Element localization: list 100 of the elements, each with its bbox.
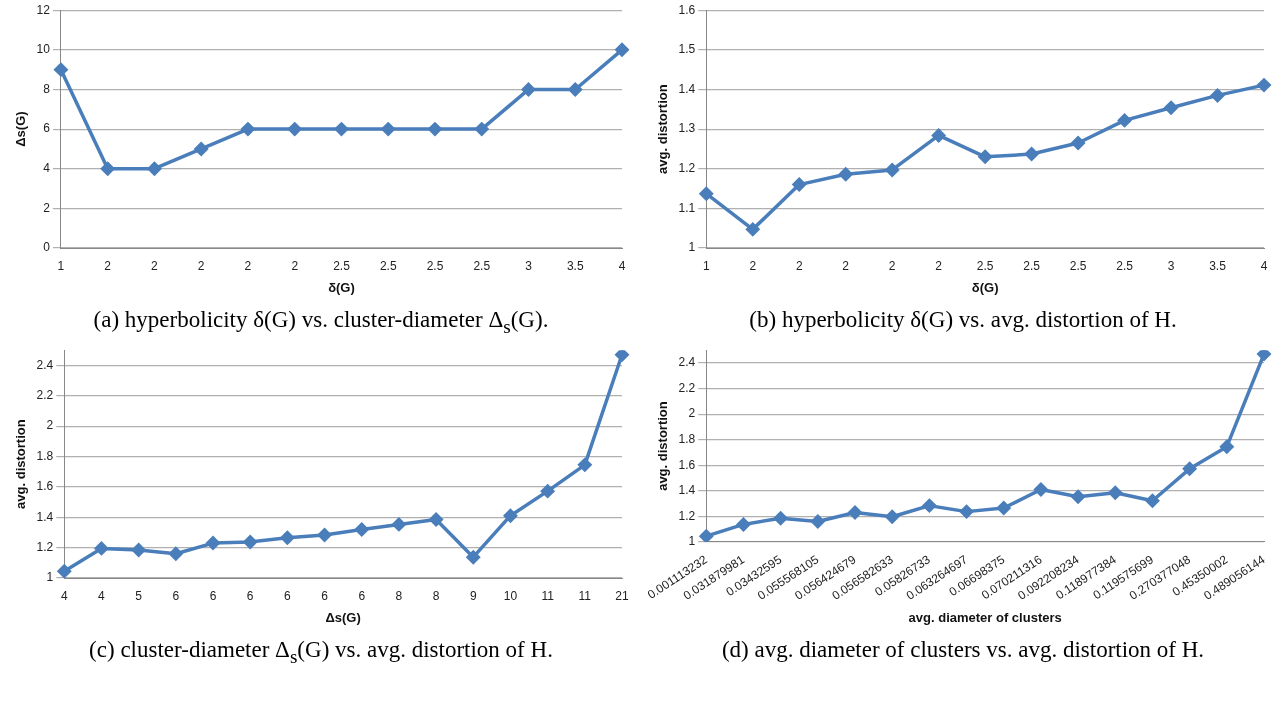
- x-tick-label: 4: [98, 588, 106, 603]
- x-tick-label: 2: [151, 258, 159, 273]
- point: [792, 177, 806, 192]
- y-tick-label: 2.2: [678, 380, 696, 395]
- x-tick-label: 3: [525, 258, 533, 273]
- y-axis-title: avg. distortion: [655, 84, 671, 174]
- x-tick-label: 4: [1260, 258, 1268, 273]
- y-tick-label: 1.2: [678, 508, 696, 523]
- x-tick-label: 21: [615, 588, 629, 603]
- point: [428, 122, 442, 136]
- point: [521, 82, 536, 97]
- y-tick-label: 10: [36, 42, 51, 57]
- point: [1034, 482, 1048, 497]
- point: [1024, 147, 1039, 161]
- point: [1164, 100, 1178, 115]
- y-tick-label: 1: [688, 240, 696, 255]
- x-axis-title: avg. diameter of clusters: [908, 609, 1062, 625]
- x-tick-label: 2: [244, 258, 252, 273]
- point: [1220, 439, 1234, 454]
- y-tick-label: 1.1: [678, 200, 696, 215]
- x-tick-label: 2: [104, 258, 112, 273]
- x-tick-label: 10: [503, 588, 518, 603]
- point: [1117, 113, 1132, 128]
- x-tick-label: 6: [209, 588, 217, 603]
- x-tick-label: 2: [197, 258, 205, 273]
- y-tick-label: 2.4: [678, 355, 696, 370]
- y-tick-label: 2: [46, 418, 54, 433]
- x-tick-label: 2.5: [1069, 258, 1087, 273]
- y-tick-label: 12: [36, 2, 51, 17]
- y-tick-label: 0: [43, 240, 51, 255]
- text: (a) hyperbolicity δ(G) vs. cluster-diameter Δ$_{s}$(G).: [92, 306, 550, 339]
- y-tick-label: 1.6: [678, 457, 696, 472]
- point: [429, 512, 443, 527]
- text: (c) cluster-diameter Δ$_{s}$(G) vs. avg. distortion of H.: [88, 636, 554, 669]
- x-tick-label: 2: [749, 258, 757, 273]
- x-tick-label: 3.5: [566, 258, 584, 273]
- x-tick-label: 8: [395, 588, 403, 603]
- y-tick-label: 1.4: [678, 483, 696, 498]
- x-axis-title: Δs(G): [325, 609, 361, 625]
- point: [243, 535, 257, 549]
- y-axis-title: avg. distortion: [13, 419, 29, 509]
- point: [811, 514, 825, 529]
- point: [773, 511, 788, 526]
- y-tick-label: 1.5: [678, 42, 696, 57]
- point: [1145, 494, 1160, 508]
- y-tick-label: 1.6: [36, 479, 54, 494]
- x-tick-label: 3: [1167, 258, 1175, 273]
- x-tick-label: 1: [57, 258, 65, 273]
- x-tick-label: 9: [469, 588, 477, 603]
- y-tick-label: 2: [688, 406, 696, 421]
- x-tick-label: 1: [702, 258, 710, 273]
- point: [334, 122, 349, 136]
- x-tick-label: 4: [618, 258, 626, 273]
- point: [885, 509, 899, 524]
- point: [194, 142, 208, 156]
- point: [931, 128, 946, 143]
- x-tick-label: 2: [888, 258, 896, 273]
- x-tick-label: 2.5: [333, 258, 351, 273]
- x-tick-label: 4: [60, 588, 68, 603]
- x-tick-label: 2: [795, 258, 803, 273]
- x-tick-label: 6: [284, 588, 292, 603]
- point: [1182, 462, 1197, 476]
- y-tick-label: 6: [43, 121, 51, 136]
- point: [287, 122, 302, 136]
- x-tick-label: 2.5: [1116, 258, 1134, 273]
- x-tick-label: 6: [172, 588, 180, 603]
- point: [131, 543, 146, 557]
- point: [1108, 485, 1123, 500]
- point: [615, 43, 629, 57]
- x-tick-label: 6: [358, 588, 366, 603]
- y-tick-label: 1.6: [678, 2, 696, 17]
- point: [1257, 350, 1271, 361]
- point: [1071, 489, 1085, 504]
- x-tick-label: 11: [578, 588, 592, 603]
- point: [317, 528, 332, 542]
- text: (d) avg. diameter of clusters vs. avg. distortion of H.: [720, 636, 1206, 664]
- point: [1257, 78, 1271, 92]
- point: [100, 161, 115, 176]
- point: [206, 536, 220, 550]
- point: [578, 458, 592, 472]
- point: [503, 508, 518, 523]
- y-tick-label: 4: [43, 161, 51, 176]
- point: [466, 550, 481, 564]
- point: [540, 484, 555, 498]
- point: [1071, 136, 1085, 150]
- x-tick-label: 11: [541, 588, 555, 603]
- point: [885, 163, 899, 177]
- point: [147, 161, 162, 176]
- x-tick-label: 2.5: [473, 258, 491, 273]
- y-tick-label: 1.8: [678, 431, 696, 446]
- x-tick-label: 2: [842, 258, 850, 273]
- point: [838, 167, 853, 182]
- y-tick-label: 1.3: [678, 121, 696, 136]
- x-tick-label: 2.5: [1023, 258, 1041, 273]
- point: [922, 498, 937, 513]
- point: [392, 517, 406, 532]
- y-tick-label: 8: [43, 81, 51, 96]
- y-tick-label: 1.4: [678, 81, 696, 96]
- point: [354, 522, 369, 537]
- y-tick-label: 2.4: [36, 357, 54, 372]
